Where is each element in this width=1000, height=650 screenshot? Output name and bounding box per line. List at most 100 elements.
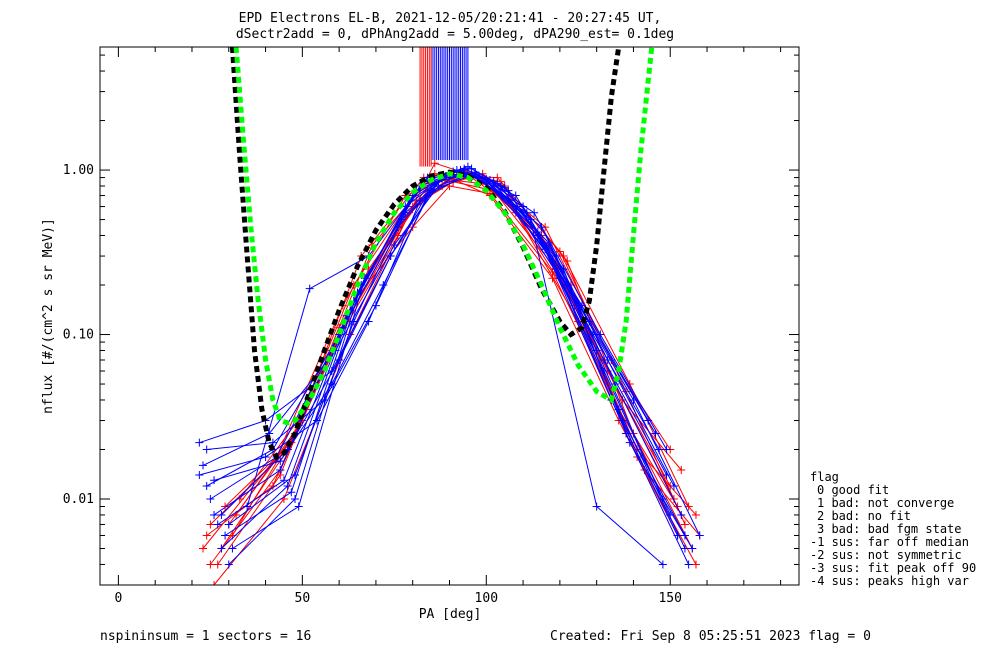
- blue-plus-marker: [294, 502, 303, 511]
- blue-plus-marker: [386, 252, 395, 261]
- blue-plus-marker: [287, 488, 296, 497]
- y-tick-label: 0.10: [63, 328, 94, 343]
- legend-item: -3 sus: fit peak off 90: [810, 561, 976, 575]
- red-plus-marker: [206, 560, 215, 569]
- blue-plus-marker: [592, 502, 601, 511]
- red-plus-marker: [206, 520, 215, 529]
- blue-profile-line: [224, 169, 686, 536]
- blue-plus-marker: [684, 560, 693, 569]
- blue-plus-marker: [577, 301, 586, 310]
- legend-item: -2 sus: not symmetric: [810, 548, 962, 562]
- red-profile-line: [224, 175, 686, 525]
- y-axis-label: nflux [#/(cm^2 s sr MeV)]: [41, 218, 56, 414]
- red-plus-marker: [691, 560, 700, 569]
- x-axis-label: PA [deg]: [419, 607, 482, 622]
- red-plus-marker: [691, 510, 700, 519]
- x-tick-label: 150: [658, 591, 681, 606]
- blue-plus-marker: [202, 445, 211, 454]
- blue-plus-marker: [290, 470, 299, 479]
- data-layer: [195, 47, 704, 585]
- blue-plus-marker: [537, 223, 546, 232]
- blue-plus-marker: [217, 544, 226, 553]
- blue-plus-marker: [195, 470, 204, 479]
- blue-plus-marker: [327, 380, 336, 389]
- blue-plus-marker: [651, 429, 660, 438]
- blue-plus-marker: [195, 438, 204, 447]
- blue-plus-marker: [519, 202, 528, 211]
- blue-plus-marker: [276, 466, 285, 475]
- y-tick-label: 1.00: [63, 163, 94, 178]
- blue-plus-marker: [530, 208, 539, 217]
- blue-plus-marker: [625, 438, 634, 447]
- red-plus-marker: [680, 520, 689, 529]
- x-tick-label: 100: [475, 591, 498, 606]
- legend-item: -4 sus: peaks high var: [810, 574, 969, 588]
- blue-plus-marker: [210, 476, 219, 485]
- axis-layer: 0 50 100 150 0.01 0.10 1.00: [63, 47, 799, 606]
- red-profile-line: [239, 173, 701, 536]
- red-plus-marker: [210, 581, 219, 585]
- flag-legend: flag 0 good fit 1 bad: not converge 2 ba…: [810, 470, 976, 588]
- legend-title: flag: [810, 470, 839, 484]
- blue-plus-marker: [600, 356, 609, 365]
- blue-plus-marker: [662, 445, 671, 454]
- blue-plus-marker: [478, 173, 487, 182]
- blue-plus-marker: [224, 560, 233, 569]
- blue-plus-marker: [210, 510, 219, 519]
- blue-plus-marker: [658, 560, 667, 569]
- blue-plus-marker: [471, 168, 480, 177]
- blue-plus-marker: [504, 186, 513, 195]
- blue-plus-marker: [364, 317, 373, 326]
- blue-profile-line: [246, 168, 701, 536]
- red-plus-marker: [677, 466, 686, 475]
- footer-right: Created: Fri Sep 8 05:25:51 2023 flag = …: [550, 629, 871, 644]
- black-fit-curve: [229, 47, 622, 461]
- blue-profile-line: [210, 175, 675, 500]
- blue-plus-marker: [401, 208, 410, 217]
- red-plus-marker: [199, 544, 208, 553]
- blue-plus-marker: [213, 520, 222, 529]
- blue-plus-marker: [688, 544, 697, 553]
- blue-plus-marker: [467, 164, 476, 173]
- legend-item: 0 good fit: [817, 483, 889, 497]
- chart-title-line1: EPD Electrons EL-B, 2021-12-05/20:21:41 …: [239, 11, 662, 26]
- blue-plus-marker: [261, 453, 270, 462]
- blue-plus-marker: [305, 284, 314, 293]
- blue-plus-marker: [243, 502, 252, 511]
- red-profile-line: [231, 171, 697, 565]
- series-group: [195, 47, 704, 585]
- footer-left: nspininsum = 1 sectors = 16: [100, 629, 311, 644]
- blue-plus-marker: [221, 531, 230, 540]
- blue-plus-marker: [199, 461, 208, 470]
- x-tick-label: 0: [114, 591, 122, 606]
- blue-plus-marker: [313, 416, 322, 425]
- blue-plus-marker: [644, 416, 653, 425]
- blue-profile-line: [232, 166, 693, 549]
- blue-plus-marker: [695, 531, 704, 540]
- red-plus-marker: [213, 560, 222, 569]
- red-profile-line: [235, 177, 697, 516]
- legend-item: 3 bad: bad fgm state: [817, 522, 962, 536]
- blue-plus-marker: [662, 470, 671, 479]
- blue-plus-marker: [522, 208, 531, 217]
- blue-plus-marker: [559, 265, 568, 274]
- blue-profile-line: [202, 171, 668, 466]
- blue-plus-marker: [390, 241, 399, 250]
- blue-plus-marker: [677, 510, 686, 519]
- chart-title-line2: dSectr2add = 0, dPhAng2add = 5.00deg, dP…: [236, 27, 674, 42]
- red-plus-marker: [221, 502, 230, 511]
- blue-plus-marker: [224, 520, 233, 529]
- blue-profile-line: [217, 170, 682, 525]
- x-tick-label: 50: [295, 591, 311, 606]
- blue-plus-marker: [511, 191, 520, 200]
- legend-item: 2 bad: no fit: [817, 509, 911, 523]
- blue-plus-marker: [217, 510, 226, 519]
- legend-item: -1 sus: far off median: [810, 535, 969, 549]
- blue-plus-marker: [290, 495, 299, 504]
- blue-plus-marker: [416, 196, 425, 205]
- blue-plus-marker: [228, 544, 237, 553]
- red-plus-marker: [430, 159, 439, 168]
- y-tick-label: 0.01: [63, 492, 94, 507]
- blue-plus-marker: [202, 481, 211, 490]
